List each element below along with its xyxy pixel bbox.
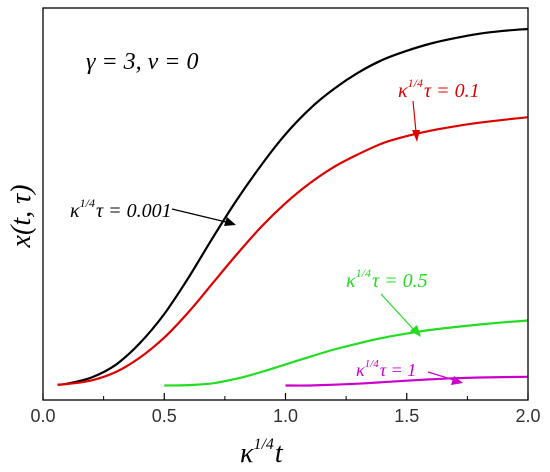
plot-frame xyxy=(42,7,529,401)
series-label-red-sup: 1/4 xyxy=(408,76,423,90)
series-label-red-base: κ xyxy=(398,80,408,102)
series-line-red xyxy=(57,116,529,386)
series-line-magenta xyxy=(285,375,529,387)
x-tick-label: 2.0 xyxy=(515,406,540,426)
pointer-arrow-red xyxy=(412,100,420,142)
series-label-black-base: κ xyxy=(70,200,80,222)
series-label-black-tail: τ = 0.001 xyxy=(96,200,172,222)
series-label-green-sup: 1/4 xyxy=(356,266,371,280)
params-label: γ = 3, ν = 0 xyxy=(86,49,199,75)
series-label-magenta-sup: 1/4 xyxy=(365,358,380,370)
series-label-magenta-base: κ xyxy=(356,360,365,380)
x-tick-label: 1.5 xyxy=(394,406,419,426)
series-layer xyxy=(57,27,529,387)
series-label-red: κ1/4τ = 0.1 xyxy=(398,76,480,102)
pointer-arrow-green xyxy=(380,293,421,337)
series-label-green-tail: τ = 0.5 xyxy=(372,270,428,292)
series-label-red-tail: τ = 0.1 xyxy=(424,80,480,102)
series-line-black xyxy=(57,27,529,386)
x-tick-label: 0.0 xyxy=(30,406,55,426)
series-label-black: κ1/4τ = 0.001 xyxy=(70,196,172,222)
series-label-green-base: κ xyxy=(346,270,356,292)
y-axis-label: x(t, τ) xyxy=(6,185,37,249)
x-tick-label: 1.0 xyxy=(273,406,298,426)
x-axis-label-base: κ xyxy=(240,438,254,469)
ticks-layer: 0.0 0.5 1.0 1.5 2.0 xyxy=(30,393,541,426)
series-label-magenta-tail: τ = 1 xyxy=(380,360,417,380)
series-label-black-sup: 1/4 xyxy=(80,196,95,210)
series-line-green xyxy=(164,319,529,387)
series-label-magenta: κ1/4τ = 1 xyxy=(356,358,416,380)
x-axis-label-tail: t xyxy=(275,438,284,469)
pointer-arrow-magenta xyxy=(427,371,463,385)
x-tick-label: 0.5 xyxy=(152,406,177,426)
x-axis-label-sup: 1/4 xyxy=(253,436,273,453)
series-label-green: κ1/4τ = 0.5 xyxy=(346,266,428,292)
x-axis-label: κ1/4t xyxy=(240,436,284,469)
pointer-arrow-black xyxy=(171,208,236,226)
